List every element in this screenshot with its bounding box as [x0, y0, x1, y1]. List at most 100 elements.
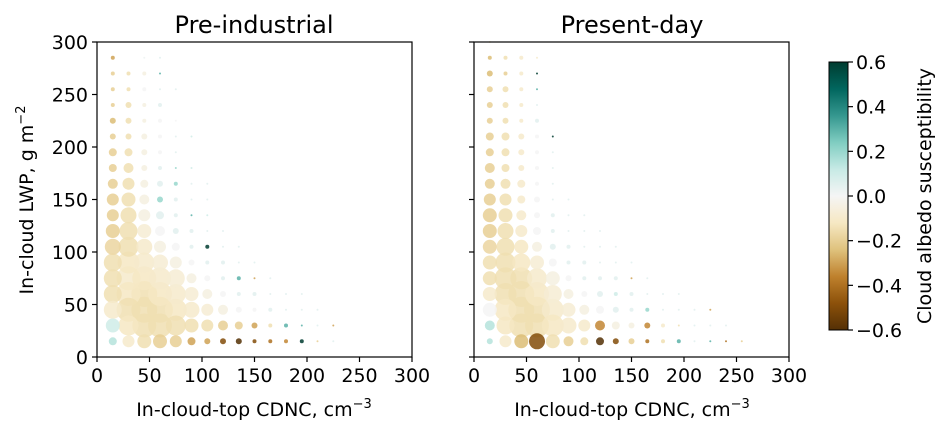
preindustrial-point — [165, 315, 186, 336]
preindustrial-point — [125, 117, 132, 124]
presentday-point — [598, 276, 602, 281]
preindustrial-point — [285, 293, 287, 295]
presentday-point — [518, 133, 525, 140]
colorbar-tick-label: −0.6 — [856, 320, 902, 342]
preindustrial-point — [300, 324, 303, 327]
presentday-point — [662, 293, 664, 295]
presentday-point — [482, 224, 497, 238]
preindustrial-point — [148, 282, 172, 306]
preindustrial-point — [222, 245, 224, 248]
presentday-point — [503, 71, 508, 76]
presentday-point — [495, 252, 516, 273]
preindustrial-point — [188, 259, 195, 266]
presentday-point — [484, 320, 495, 331]
presentday-point — [582, 260, 587, 265]
presentday-point — [551, 182, 554, 185]
preindustrial-point — [169, 335, 182, 348]
preindustrial-point — [152, 254, 168, 271]
presentday-point — [740, 340, 743, 343]
preindustrial-point — [169, 256, 182, 269]
preindustrial-point — [269, 277, 272, 280]
preindustrial-point — [284, 339, 288, 344]
presentday-point — [535, 118, 539, 123]
presentday-point — [677, 293, 680, 295]
y-tick-label: 250 — [52, 85, 88, 107]
presentday-point — [578, 319, 591, 332]
presentday-title: Present-day — [561, 11, 704, 39]
presentday-point — [483, 193, 496, 206]
presentday-point — [611, 321, 620, 330]
x-tick-label: 100 — [561, 365, 597, 387]
preindustrial-point — [158, 166, 162, 170]
presentday-point — [541, 298, 564, 321]
preindustrial-point — [109, 117, 116, 124]
presentday-point — [646, 277, 649, 280]
preindustrial-point — [106, 193, 119, 206]
presentday-point — [599, 261, 601, 264]
preindustrial-point — [190, 135, 193, 138]
preindustrial-point — [159, 72, 161, 75]
preindustrial-point — [142, 71, 147, 76]
presentday-point — [485, 132, 494, 141]
preindustrial-points — [103, 55, 335, 349]
preindustrial-point — [141, 165, 148, 171]
preindustrial-point — [142, 118, 147, 123]
preindustrial-point — [122, 335, 135, 348]
preindustrial-point — [110, 71, 115, 76]
preindustrial-point — [253, 277, 256, 280]
preindustrial-point — [158, 103, 162, 107]
preindustrial-point — [268, 339, 273, 344]
presentday-point — [677, 308, 680, 311]
preindustrial-point — [316, 324, 319, 327]
presentday-point — [534, 212, 540, 219]
presentday-point — [582, 276, 587, 281]
preindustrial-point — [103, 300, 122, 319]
preindustrial-point — [173, 213, 178, 218]
presentday-point — [530, 255, 544, 270]
presentday-point — [661, 323, 665, 328]
presentday-point — [709, 308, 712, 311]
presentday-x-ticks: 0 50 100 150 200 250 300 — [468, 357, 807, 387]
preindustrial-point — [202, 289, 213, 299]
preindustrial-point — [158, 150, 162, 155]
presentday-point — [725, 324, 727, 327]
presentday-point — [484, 163, 495, 173]
presentday-point — [549, 243, 556, 250]
presentday-point — [512, 253, 531, 272]
presentday-point — [502, 102, 509, 108]
presentday-point — [535, 134, 539, 139]
preindustrial-point — [235, 338, 242, 345]
preindustrial-point — [165, 284, 186, 304]
presentday-point — [482, 255, 497, 270]
preindustrial-point — [140, 179, 149, 188]
presentday-point — [567, 230, 570, 232]
presentday-point — [517, 195, 526, 204]
presentday-point — [536, 104, 538, 106]
presentday-point — [535, 166, 539, 170]
preindustrial-point — [206, 198, 209, 201]
preindustrial-point — [220, 338, 226, 345]
presentday-point — [494, 267, 517, 290]
x-tick-label: 150 — [236, 365, 272, 387]
presentday-point — [502, 86, 509, 93]
x-tick-label: 0 — [91, 365, 103, 387]
y-tick-label: 100 — [52, 242, 88, 264]
preindustrial-point — [158, 118, 162, 123]
preindustrial-point — [174, 135, 177, 138]
preindustrial-point — [332, 340, 335, 343]
presentday-point — [494, 283, 517, 305]
presentday-point — [596, 305, 604, 314]
presentday-point — [485, 148, 494, 157]
preindustrial-point — [190, 198, 193, 201]
presentday-point — [550, 229, 555, 233]
preindustrial-point — [300, 308, 303, 311]
preindustrial-point — [284, 323, 288, 328]
presentday-point — [519, 103, 524, 107]
presentday-y-ticks — [469, 41, 474, 358]
presentday-point — [583, 214, 586, 217]
presentday-point — [566, 244, 571, 249]
colorbar-tick-label: 0.6 — [856, 52, 886, 74]
presentday-point — [536, 88, 538, 91]
presentday-point — [498, 208, 513, 223]
presentday-point — [597, 291, 603, 297]
